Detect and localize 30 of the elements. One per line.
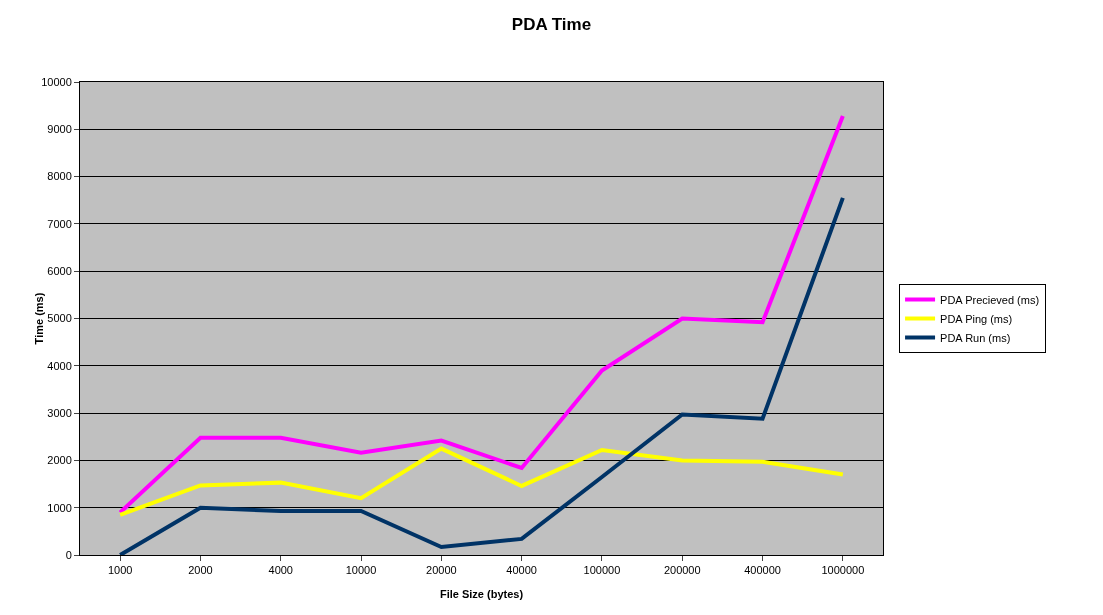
y-tick-label: 6000 [47, 265, 72, 278]
y-tick-label: 10000 [41, 75, 72, 88]
y-tick-label: 9000 [47, 123, 72, 136]
y-tick-label: 7000 [47, 217, 72, 230]
y-axis-title: Time (ms) [33, 292, 46, 345]
x-tick-label: 200000 [663, 564, 701, 577]
x-tick-label: 10000 [345, 564, 377, 577]
x-tick-label: 4000 [268, 564, 293, 577]
line-series [118, 446, 845, 517]
x-tick-label: 100000 [583, 564, 621, 577]
y-tick-label: 0 [65, 548, 72, 561]
y-tick-label: 4000 [47, 359, 72, 372]
line-series [118, 114, 845, 515]
y-tick-label: 2000 [47, 454, 72, 467]
chart-title: PDA Time [511, 15, 592, 35]
x-tick-label: 1000 [107, 564, 133, 577]
y-tick-label: 5000 [47, 312, 72, 325]
legend-label: PDA Precieved (ms) [940, 293, 1040, 306]
x-tick-label: 20000 [426, 564, 457, 577]
y-tick-label: 3000 [47, 406, 72, 419]
x-tick-label: 40000 [506, 564, 537, 577]
y-tick-label: 1000 [47, 501, 72, 514]
x-tick-label: 2000 [188, 564, 213, 577]
x-tick-label: 1000000 [821, 564, 865, 577]
y-tick-label: 8000 [47, 170, 72, 183]
line-series [118, 195, 845, 555]
legend-label: PDA Run (ms) [940, 331, 1011, 344]
x-axis-title: File Size (bytes) [439, 588, 524, 600]
x-tick-label: 400000 [744, 564, 781, 577]
legend-label: PDA Ping (ms) [940, 312, 1013, 325]
